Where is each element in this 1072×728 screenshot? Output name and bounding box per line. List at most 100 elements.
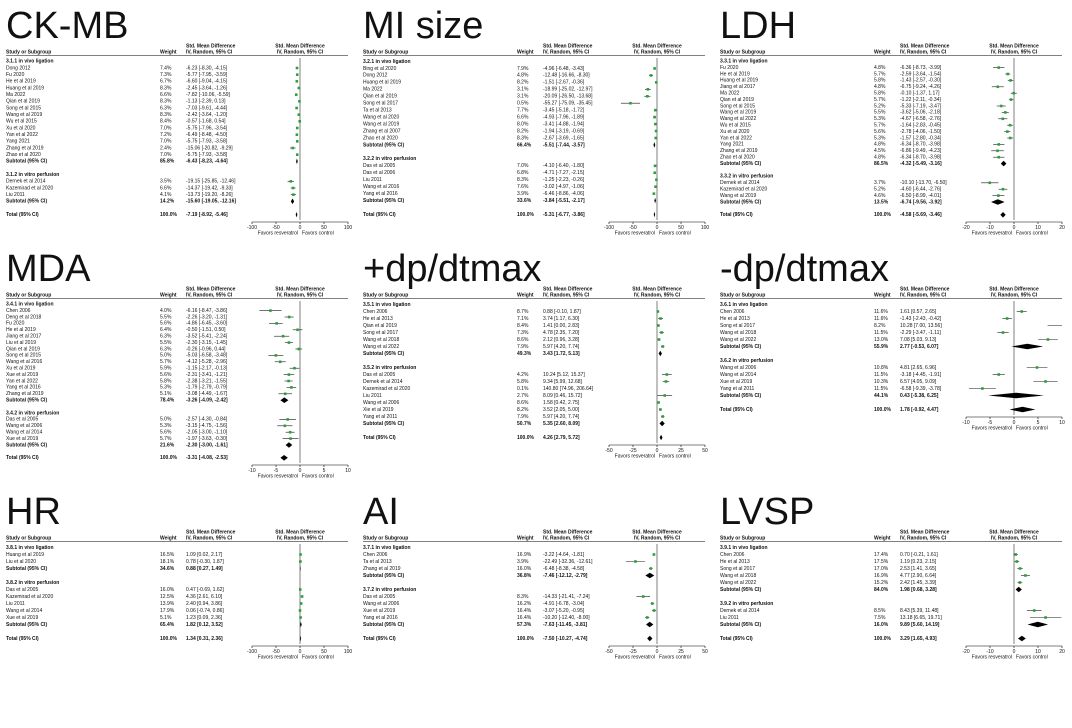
effect-square	[298, 609, 302, 612]
effect-square	[653, 67, 656, 70]
effect-square	[663, 394, 667, 397]
summary-label: Subtotal (95% CI)	[6, 566, 47, 572]
summary-label: Subtotal (95% CI)	[6, 622, 47, 628]
weight-label: 5.6%	[160, 372, 172, 378]
study-name: Liu 2011	[6, 192, 25, 198]
effect-square	[297, 86, 301, 90]
weight-label: 8.6%	[517, 337, 529, 343]
effect-square	[996, 149, 999, 153]
favors-right: Favors control	[1016, 654, 1048, 660]
study-name: Zhang et al 2019	[363, 566, 401, 572]
panel-title: LVSP	[720, 491, 814, 533]
effect-square	[291, 186, 295, 190]
favors-left: Favors resveratrol	[972, 230, 1012, 236]
study-name: Dernek et al 2014	[6, 179, 46, 185]
effect-label: -4.60 [-6.44, -2.76]	[900, 187, 942, 193]
summary-label: Total (95% CI)	[720, 636, 753, 642]
study-name: Kazemirad et al 2020	[6, 594, 53, 600]
weight-label: 7.4%	[160, 65, 172, 71]
effect-square	[1005, 317, 1009, 320]
study-name: Zhao et al 2020	[363, 135, 398, 141]
effect-square	[294, 93, 298, 96]
summary-label: Subtotal (95% CI)	[720, 587, 761, 593]
effect-label: -3.62 [-5.06, -2.18]	[900, 110, 942, 116]
subgroup-label: 3.7.1 in vivo ligation	[363, 545, 411, 551]
summary-diamond	[300, 565, 301, 572]
effect-label: -6.49 [-8.48, -4.50]	[186, 132, 228, 138]
panel-title: AI	[363, 491, 399, 533]
x-tick-label: 0	[656, 225, 659, 231]
effect-label: 0.88 [-0.10, 1.87]	[543, 309, 581, 315]
effect-label: -10.10 [-13.70, -6.50]	[900, 180, 947, 186]
study-name: Xu et al 2020	[720, 129, 750, 135]
panel-title: MDA	[6, 248, 91, 290]
effect-label: -14.33 [-21.41, -7.24]	[543, 594, 590, 600]
summary-label: Subtotal (95% CI)	[6, 442, 47, 448]
forest-panel: LVSP Study or Subgroup Weight Std. Mean Dif…	[720, 491, 1065, 660]
study-name: Qian et al 2019	[363, 94, 397, 100]
effect-square	[629, 101, 632, 105]
summary-diamond	[1017, 635, 1026, 642]
weight-label: 11.5%	[874, 372, 888, 378]
study-name: Wang et al 2022	[720, 337, 756, 343]
col-header: Weight	[160, 535, 177, 541]
effect-square	[283, 392, 287, 396]
weight-label: 8.2%	[517, 80, 529, 86]
effect-square	[1046, 338, 1050, 341]
plot-area	[656, 301, 673, 443]
effect-label: -2.38 [-3.21, -1.55]	[186, 378, 228, 384]
favors-left: Favors resveratrol	[258, 230, 298, 236]
weight-label: 7.0%	[517, 163, 529, 169]
study-name: Wang et al 2016	[6, 359, 42, 365]
weight-label: 4.8%	[517, 73, 529, 79]
study-name: Song et al 2017	[720, 323, 755, 329]
effect-square	[296, 328, 299, 332]
study-name: Wang et al 2019	[720, 193, 756, 199]
weight-label: 0.1%	[517, 386, 529, 392]
effect-label: -1.15 [-2.17, -0.13]	[186, 366, 228, 372]
effect-label: -1.51 [-2.67, -0.36]	[543, 80, 585, 86]
study-name: Wu et al 2015	[720, 123, 751, 129]
effect-square	[292, 193, 295, 196]
effect-label: 4.36 [2.61, 6.10]	[186, 594, 223, 600]
study-name: Das et al 2006	[363, 170, 395, 176]
weight-label: 8.3%	[517, 135, 529, 141]
weight-label: 17.9%	[160, 608, 175, 614]
effect-label: -3.26 [-4.09, -2.42]	[186, 398, 228, 404]
effect-square	[290, 386, 293, 389]
effect-square	[659, 408, 662, 411]
col-header: IV, Random, 95% CI	[991, 292, 1038, 298]
weight-label: 8.7%	[517, 309, 529, 315]
effect-label: -7.46 [-12.12, -2.79]	[543, 573, 588, 579]
summary-diamond	[653, 211, 656, 218]
effect-square	[1035, 366, 1039, 369]
effect-square	[660, 331, 663, 334]
effect-square	[1044, 380, 1047, 383]
effect-square	[650, 602, 654, 605]
study-name: Bing et al 2020	[363, 66, 397, 72]
effect-label: -4.71 [-7.27, -2.15]	[543, 170, 585, 176]
favors-left: Favors resveratrol	[972, 654, 1012, 660]
weight-label: 100.0%	[874, 636, 892, 642]
weight-label: 12.5%	[160, 594, 175, 600]
weight-label: 44.1%	[874, 393, 889, 399]
weight-label: 8.2%	[517, 128, 529, 134]
summary-diamond	[280, 397, 289, 403]
effect-label: -6.50 [-8.99, -4.01]	[900, 193, 942, 199]
weight-label: 4.5%	[874, 148, 886, 154]
study-name: Huang et al 2019	[6, 85, 44, 91]
favors-left: Favors resveratrol	[615, 453, 655, 459]
study-name: Das et al 2005	[6, 587, 38, 593]
x-tick-label: -5	[274, 468, 279, 474]
subgroup-label: 3.1.1 in vivo ligation	[6, 59, 54, 65]
col-header: Std. Mean Difference	[275, 286, 325, 292]
effect-square	[634, 560, 637, 563]
study-name: Ma 2022	[720, 91, 740, 97]
effect-label: -4.93 [-7.96, -1.89]	[543, 114, 585, 120]
effect-label: -1.13 [-2.39, 0.13]	[186, 99, 226, 105]
effect-label: -7.63 [-11.45, -3.81]	[543, 622, 588, 628]
effect-label: -1.22 [-2.11, -0.34]	[900, 97, 941, 103]
summary-label: Subtotal (95% CI)	[720, 161, 761, 167]
effect-label: -6.46 [-8.86, -4.06]	[543, 191, 585, 197]
effect-label: -0.26 [-0.96, 0.44]	[186, 346, 226, 352]
